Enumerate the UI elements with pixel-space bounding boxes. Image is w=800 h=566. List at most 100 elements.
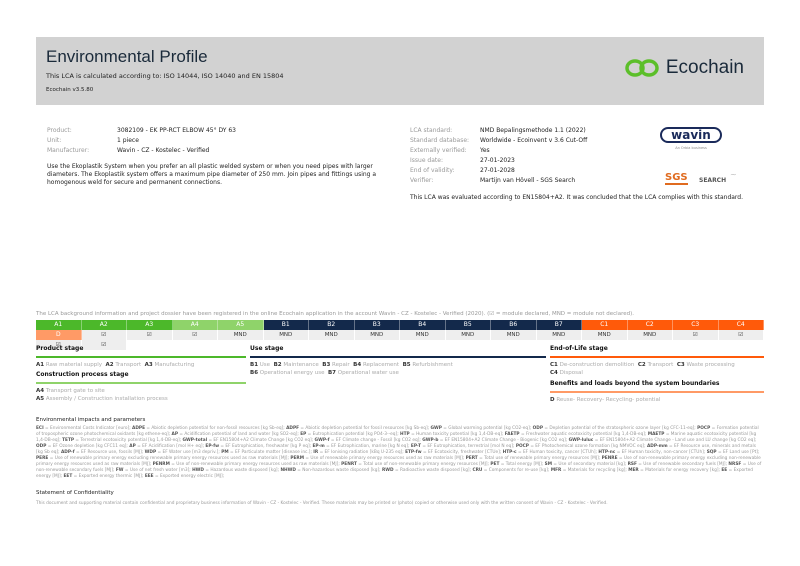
info-row: Product: 3082109 - EK PP-RCT ELBOW 45° DY… (47, 126, 236, 136)
impact-entry: AP = Acidification potential of land and… (171, 432, 301, 437)
legend-entry: C4 Disposal (550, 370, 586, 376)
impact-entry: EP = Eutrophication potential [kg PO4-3-… (300, 432, 401, 437)
impact-desc: Non-hazardous waste disposed [kg] (302, 468, 380, 473)
info-label: Product: (47, 127, 72, 134)
impact-code: PERM (290, 456, 304, 461)
lca-info: LCA standard: NMD Bepalingsmethode 1.1 (2… (410, 126, 587, 186)
impact-entry: PENRT = Total use of non-renewable prima… (341, 462, 491, 467)
info-row: Verifier: Martijn van Hövell - SGS Search (410, 176, 587, 186)
info-value: 3082109 - EK PP-RCT ELBOW 45° DY 63 (117, 127, 236, 134)
wavin-logo: wavin (660, 127, 722, 143)
use-stage-line (250, 356, 546, 358)
impact-desc: Use of secondary material [kg] (558, 462, 625, 467)
impact-code: WDP (144, 450, 157, 455)
impact-code: PET (490, 462, 500, 467)
impact-desc: EF Eutrophication, freshwater [kg P eq] (225, 444, 310, 449)
impact-entry: PM = EF Particulate matter [disease inc.… (221, 450, 314, 455)
module-code-C3: C3 (673, 320, 719, 330)
construction-stage-title: Construction process stage (36, 371, 129, 378)
legend-desc: Maintenance (283, 362, 319, 368)
ecochain-logo: Ecochain (624, 57, 744, 79)
impact-entry: GWP-total = EF EN15804+A2 Climate Change… (182, 438, 315, 443)
impact-desc: EF EN15804+A2 Climate Change [kg CO2 eq] (213, 438, 312, 443)
module-status-A3: ☑ (172, 330, 218, 340)
impact-code: IR (313, 450, 319, 455)
construction-stage-legend: A4 Transport gate to site A5 Assembly / … (36, 387, 336, 403)
impact-code: POCP (515, 444, 529, 449)
module-status-C2: ☑ (673, 330, 719, 340)
info-value: NMD Bepalingsmethode 1.1 (2022) (480, 127, 586, 134)
benefits-title: Benefits and loads beyond the system bou… (550, 380, 720, 387)
legend-code: B1 (250, 362, 259, 368)
impact-entry: SM = Use of secondary material [kg]; (544, 462, 628, 467)
impact-code: PENRT (341, 462, 357, 467)
impact-code: EP-m (312, 444, 325, 449)
module-code-B7: B7 (536, 320, 582, 330)
impact-desc: EF Ecotoxicity, freshwater [CTUe] (427, 450, 500, 455)
impact-desc: EF EN15804+A2 Climate Change - Land use … (599, 438, 756, 443)
impact-code: PERT (465, 456, 478, 461)
info-label: Standard database: (410, 137, 470, 144)
legend-desc: Assembly / Construction installation pro… (45, 396, 168, 402)
legend-code: A1 (36, 362, 45, 368)
registration-note: The LCA background information and proje… (36, 311, 634, 317)
module-code-B2: B2 (309, 320, 355, 330)
legend-code: A3 (144, 362, 153, 368)
impact-code: PM (221, 450, 229, 455)
module-code-B1: B1 (263, 320, 309, 330)
header: Environmental Profile This LCA is calcul… (36, 37, 764, 105)
impact-desc: Total use of renewable primary energy re… (484, 456, 599, 461)
impact-desc: Abiotic depletion potential for fossil r… (305, 426, 428, 431)
impact-entry: ODP = Depletion potential of the stratos… (532, 426, 698, 431)
impact-code: NHWD (280, 468, 296, 473)
impact-desc: Use of non-renewable primary energy reso… (176, 462, 339, 467)
legend-desc: Operational water use (337, 370, 399, 376)
impact-entry: NRSF = Use of non-renewable secondary fu… (36, 462, 762, 473)
legend-code: B3 (322, 362, 331, 368)
impact-desc: Total use of non-renewable primary energ… (363, 462, 488, 467)
impact-desc: Depletion potential of the stratospheric… (549, 426, 695, 431)
info-row: Unit: 1 piece (47, 136, 236, 146)
legend-code: C3 (676, 362, 685, 368)
logo-text: Ecochain (665, 57, 744, 78)
impact-desc: EF Resource use, fossils [MJ] (80, 450, 142, 455)
legend-desc: Use (259, 362, 271, 368)
legend-desc: De-construction demolition (559, 362, 635, 368)
impact-code: FW (115, 468, 124, 473)
module-code-A4: A4 (172, 320, 218, 330)
impact-entry: HTP-nc = EF Human toxicity, non-cancer [… (598, 450, 707, 455)
info-label: Issue date: (410, 157, 443, 164)
legend-desc: Transport gate to site (45, 388, 105, 394)
module-status-B3: MND (400, 330, 446, 340)
module-code-B3: B3 (354, 320, 400, 330)
impact-code: ADP-mm (646, 444, 668, 449)
impact-desc: Hazardous waste disposed [kg] (210, 468, 278, 473)
impact-entry: PERE = Use of renewable primary energy e… (36, 456, 291, 461)
legend-desc: Repair (332, 362, 350, 368)
module-code-A2: A2 (81, 320, 127, 330)
benefits-line (550, 391, 764, 393)
module-code-C4: C4 (718, 320, 764, 330)
sgs-logo: SGS (665, 172, 688, 185)
module-status-B1: MND (309, 330, 355, 340)
legend-code: B4 (353, 362, 362, 368)
impact-desc: EF Human toxicity, non-cancer [CTUh] (621, 450, 704, 455)
legend-entry: B2 Maintenance (274, 362, 323, 368)
module-code-B6: B6 (491, 320, 537, 330)
legend-entry: A2 Transport (105, 362, 144, 368)
impact-desc: EF Acidification [mol H+ eq] (142, 444, 203, 449)
impact-entry: MER = Materials for energy recovery [kg]… (628, 468, 722, 473)
legend-code: D (550, 397, 555, 403)
impact-desc: Exported energy electric [MJ] (159, 474, 223, 479)
impact-desc: Exported energy thermic [MJ] (78, 474, 142, 479)
info-value: 1 piece (117, 137, 139, 144)
impact-code: POCP (697, 426, 711, 431)
impact-code: ADP-f (60, 450, 75, 455)
info-row: End of validity: 27-01-2028 (410, 166, 587, 176)
legend-desc: Replacement (362, 362, 400, 368)
impacts-legend: ECI = Environmental Costs Indicator [eur… (36, 426, 764, 480)
legend-desc: Transport (647, 362, 674, 368)
impact-code: ADPF (286, 426, 300, 431)
impact-entry: MFR = Materials for recycling [kg]; (550, 468, 629, 473)
impact-code: GWP-total (182, 438, 208, 443)
